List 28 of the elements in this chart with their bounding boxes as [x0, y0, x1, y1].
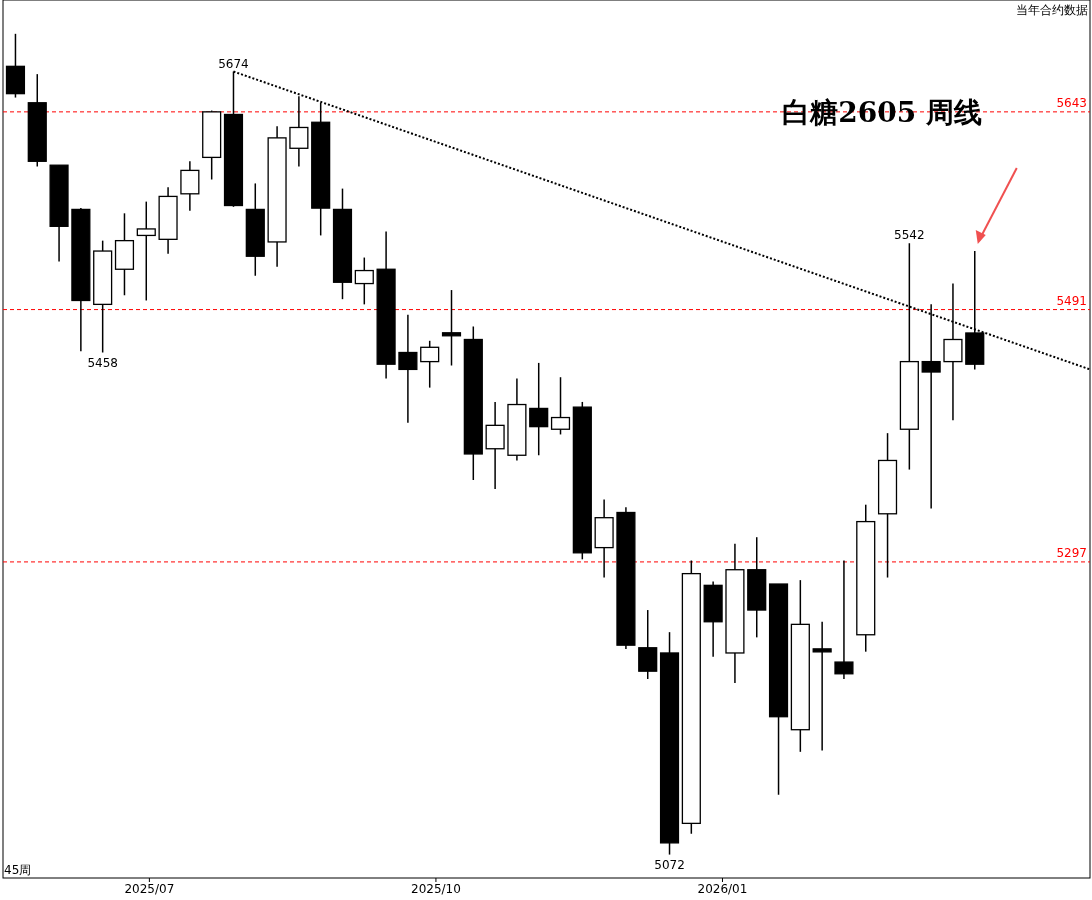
ref-line-label: 5643: [1056, 95, 1087, 110]
candlestick: [812, 621, 832, 752]
ref-line: 5491: [2, 293, 1091, 311]
candlestick: [354, 256, 374, 306]
ref-line: 5297: [2, 545, 1091, 563]
candlestick: [550, 376, 571, 436]
candlestick: [420, 340, 440, 389]
x-tick-label: 2025/07: [124, 882, 175, 896]
annotation: 5542: [894, 228, 925, 243]
ref-line-label: 5491: [1056, 293, 1087, 308]
candlestick: [441, 289, 462, 367]
x-tick-label: 2025/10: [411, 882, 461, 896]
annotation: 5458: [87, 355, 118, 370]
candlestick: [638, 609, 658, 680]
annotation: 当年合约数据: [1016, 3, 1088, 17]
candlestick: [180, 160, 200, 212]
ref-line-label: 5297: [1056, 545, 1087, 560]
x-tick-label: 2026/01: [697, 882, 748, 896]
candlestick: [529, 362, 549, 457]
annotation: 5674: [218, 56, 249, 71]
candlestick: [398, 314, 418, 424]
candlestick: [485, 401, 505, 490]
text: 白糖2605 周线: [782, 96, 982, 129]
candlestick: [136, 200, 156, 302]
candlestick: [834, 559, 854, 680]
annotation: 5072: [654, 857, 685, 872]
candlestick: [289, 95, 309, 168]
annotation: 45周: [4, 863, 32, 877]
